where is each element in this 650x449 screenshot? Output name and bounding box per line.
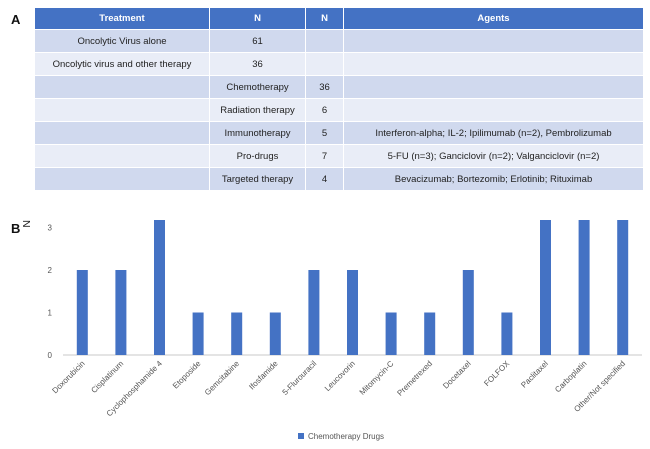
table-cell: Bevacizumab; Bortezomib; Erlotinib; Ritu…	[343, 167, 644, 191]
table-cell: 4	[305, 167, 344, 191]
bar	[76, 270, 88, 355]
table-row: Radiation therapy 6	[34, 98, 644, 122]
table-cell	[34, 144, 210, 168]
table-cell: 5-FU (n=3); Ganciclovir (n=2); Valgancic…	[343, 144, 644, 168]
table-cell: 36	[209, 52, 306, 76]
table-row: Oncolytic Virus alone 61	[34, 29, 644, 53]
table-cell: Targeted therapy	[209, 167, 306, 191]
panel-label-a: A	[11, 12, 21, 27]
x-tick-label: Ifosfamide	[247, 359, 280, 392]
table-cell: 61	[209, 29, 306, 53]
header-agents: Agents	[343, 7, 644, 30]
x-tick-label: Etoposide	[171, 359, 203, 391]
x-tick-label: Doxorubicin	[50, 359, 86, 395]
table-cell	[343, 75, 644, 99]
table-cell	[34, 75, 210, 99]
bar	[115, 270, 127, 355]
y-tick-label: 0	[48, 351, 53, 360]
treatment-table: Treatment N N Agents Oncolytic Virus alo…	[34, 7, 644, 191]
table-cell	[34, 121, 210, 145]
y-tick-label: 1	[48, 309, 53, 318]
y-tick-label: 2	[48, 266, 53, 275]
table-cell	[305, 52, 344, 76]
y-tick-label: 3	[48, 224, 53, 233]
table-row: Pro-drugs 7 5-FU (n=3); Ganciclovir (n=2…	[34, 144, 644, 168]
header-n: N	[209, 7, 306, 30]
table-row: Immunotherapy 5 Interferon-alpha; IL-2; …	[34, 121, 644, 145]
table-cell: 7	[305, 144, 344, 168]
x-tick-label: Cisplatinum	[89, 359, 125, 395]
table-cell: Oncolytic virus and other therapy	[34, 52, 210, 76]
table-cell	[343, 52, 644, 76]
table-cell: Oncolytic Virus alone	[34, 29, 210, 53]
x-tick-label: Leucovorin	[323, 359, 357, 393]
table-cell	[34, 98, 210, 122]
table-cell: Immunotherapy	[209, 121, 306, 145]
header-n-sub: N	[305, 7, 344, 30]
header-treatment: Treatment	[34, 7, 210, 30]
bar	[269, 312, 281, 355]
bar	[385, 312, 397, 355]
x-tick-label: Gemcitabine	[203, 359, 242, 398]
table-row: Targeted therapy 4 Bevacizumab; Bortezom…	[34, 167, 644, 191]
bar-chart: Number of studies012345678DoxorubicinCis…	[21, 220, 642, 441]
bar	[578, 220, 590, 355]
x-tick-label: Docetaxel	[441, 359, 473, 391]
table-row: Chemotherapy 36	[34, 75, 644, 99]
bar	[501, 312, 513, 355]
table-cell: Chemotherapy	[209, 75, 306, 99]
x-tick-label: Carboplatin	[553, 359, 588, 394]
table-cell: Interferon-alpha; IL-2; Ipilimumab (n=2)…	[343, 121, 644, 145]
bar	[308, 270, 320, 355]
x-tick-label: Mitomycin-C	[358, 359, 396, 397]
x-tick-label: FOLFOX	[482, 359, 511, 388]
x-tick-label: 5-Flurouracil	[281, 359, 319, 397]
legend-label: Chemotherapy Drugs	[308, 432, 384, 441]
y-axis-label: Number of studies	[21, 220, 33, 228]
table-cell	[343, 29, 644, 53]
table-cell: 6	[305, 98, 344, 122]
bar	[462, 270, 474, 355]
bar	[154, 220, 165, 355]
table-cell: 5	[305, 121, 344, 145]
panel-label-b: B	[11, 221, 21, 236]
bar	[424, 312, 436, 355]
bar	[540, 220, 551, 355]
x-tick-label: Paclitaxel	[519, 359, 550, 390]
bar	[347, 270, 358, 355]
table-cell: Pro-drugs	[209, 144, 306, 168]
table-cell: Radiation therapy	[209, 98, 306, 122]
table-header-row: Treatment N N Agents	[34, 7, 644, 30]
table-row: Oncolytic virus and other therapy 36	[34, 52, 644, 76]
bar	[617, 220, 629, 355]
table-cell	[343, 98, 644, 122]
table-cell	[34, 167, 210, 191]
bar	[231, 312, 243, 355]
legend-swatch	[298, 433, 304, 439]
bar	[192, 312, 204, 355]
table-cell	[305, 29, 344, 53]
x-tick-label: Premetrexed	[395, 359, 434, 398]
table-cell: 36	[305, 75, 344, 99]
